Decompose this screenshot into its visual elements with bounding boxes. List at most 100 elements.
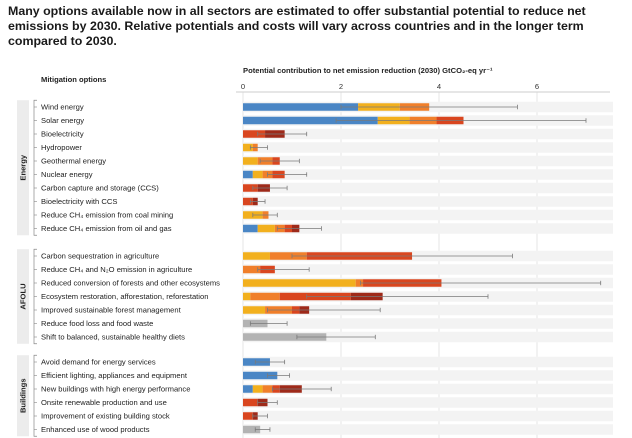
bar-segment-red [243, 197, 253, 206]
option-row: Solar energy [34, 115, 613, 126]
bar-segment-blue [243, 371, 278, 380]
bar-segment-blue [243, 385, 253, 393]
group-label: AFOLU [19, 283, 28, 310]
row-background [243, 155, 613, 167]
option-row: Ecosystem restoration, afforestation, re… [34, 291, 613, 302]
x-tick-label: 2 [339, 82, 343, 91]
headline: Many options available now in all sector… [8, 4, 586, 48]
group-bracket [33, 99, 37, 236]
option-row: Improvement of existing building stock [34, 410, 613, 422]
bar-segment-grey [243, 333, 327, 341]
option-row: Avoid demand for energy services [34, 356, 613, 368]
group-band [17, 249, 29, 344]
option-row: Reduce food loss and food waste [34, 318, 613, 329]
row-background [243, 209, 613, 221]
option-row: Shift to balanced, sustainable healthy d… [34, 331, 613, 343]
option-row: Bioelectricity [34, 128, 613, 140]
option-label: Efficient lighting, appliances and equip… [41, 371, 188, 380]
bar-segment-orange [355, 279, 364, 287]
row-background [243, 264, 613, 275]
row-background [243, 383, 613, 395]
group-label: Buildings [19, 378, 28, 413]
option-label: Carbon capture and storage (CCS) [41, 184, 159, 193]
option-label: Geothermal energy [41, 157, 106, 166]
group-bracket [33, 354, 37, 437]
column-header: Mitigation options [41, 75, 106, 84]
option-label: Shift to balanced, sustainable healthy d… [41, 333, 185, 342]
option-row: Onsite renewable production and use [34, 397, 613, 408]
option-label: Reduce CH₄ emission from coal mining [41, 211, 173, 220]
x-tick-label: 4 [437, 82, 441, 91]
row-background [243, 331, 613, 343]
option-row: New buildings with high energy performan… [34, 383, 613, 395]
bar-segment-blue [243, 116, 378, 125]
option-row: Hydropower [34, 142, 613, 153]
bar-segment-yellow [243, 252, 270, 260]
row-background [243, 304, 613, 316]
bar-segment-yellow [252, 385, 263, 393]
row-background [243, 397, 613, 408]
option-label: Avoid demand for energy services [41, 358, 156, 367]
option-row: Reduce CH₄ emission from coal mining [34, 209, 613, 221]
bar-segment-red [243, 184, 258, 192]
row-background [243, 128, 613, 140]
option-label: Reduce CH₄ emission from oil and gas [41, 224, 172, 233]
bar-segment-yellow [243, 143, 253, 152]
option-row: Improved sustainable forest management [34, 304, 613, 316]
option-row: Reduced conversion of forests and other … [34, 277, 613, 289]
bar-segment-yellow [243, 292, 251, 301]
x-tick-label: 6 [535, 82, 539, 91]
bar-segment-orange [262, 385, 273, 393]
groups: Energy Wind energy Solar energy Bioelectric… [17, 99, 613, 437]
bar-segment-red [243, 412, 253, 420]
option-label: Improved sustainable forest management [41, 306, 182, 315]
option-label: Solar energy [41, 116, 84, 125]
option-row: Bioelectricity with CCS [34, 196, 613, 207]
row-background [243, 356, 613, 368]
option-label: Bioelectricity [41, 130, 84, 139]
bar-segment-yellow [257, 224, 275, 233]
bar-segment-blue [243, 170, 253, 179]
bar-segment-red [243, 398, 258, 407]
group-energy: Energy Wind energy Solar energy Bioelectric… [17, 99, 613, 236]
row-background [243, 223, 613, 234]
bar-segment-red [243, 130, 266, 138]
option-label: Reduce CH₄ and N₂O emission in agricultu… [41, 265, 192, 274]
option-row: Efficient lighting, appliances and equip… [34, 370, 613, 381]
row-background [243, 410, 613, 422]
option-row: Reduce CH₄ and N₂O emission in agricultu… [34, 264, 613, 275]
bar-segment-yellow [243, 157, 258, 165]
option-row: Nuclear energy [34, 169, 613, 180]
bar-segment-blue [243, 224, 258, 233]
option-row: Reduce CH₄ emission from oil and gas [34, 223, 613, 234]
option-label: Improvement of existing building stock [41, 412, 170, 421]
row-background [243, 318, 613, 329]
bar-segment-yellow [243, 306, 266, 314]
group-buildings: Buildings Avoid demand for energy service… [17, 354, 613, 437]
option-label: Hydropower [41, 143, 82, 152]
option-label: Reduced conversion of forests and other … [41, 279, 220, 288]
bar-segment-orange [250, 292, 280, 301]
option-row: Wind energy [34, 101, 613, 113]
row-background [243, 142, 613, 153]
group-afolu: AFOLU Carbon sequestration in agriculture… [17, 248, 613, 345]
group-label: Energy [19, 154, 28, 181]
option-label: Onsite renewable production and use [41, 398, 167, 407]
option-label: Wind energy [41, 103, 84, 112]
option-row: Geothermal energy [34, 155, 613, 167]
x-tick-label: 0 [241, 82, 245, 91]
bar-segment-orange [243, 265, 261, 274]
option-row: Enhanced use of wood products [34, 424, 613, 435]
option-label: Carbon sequestration in agriculture [41, 252, 159, 261]
axis-title: Potential contribution to net emission r… [243, 66, 493, 75]
option-row: Carbon sequestration in agriculture [34, 250, 613, 262]
option-label: Ecosystem restoration, afforestation, re… [41, 292, 208, 301]
option-label: New buildings with high energy performan… [41, 385, 190, 394]
option-label: Enhanced use of wood products [41, 425, 150, 434]
option-label: Reduce food loss and food waste [41, 319, 153, 328]
bar-segment-orange [269, 252, 307, 260]
bar-segment-yellow [252, 170, 263, 179]
bar-segment-blue [243, 103, 359, 111]
option-row: Carbon capture and storage (CCS) [34, 182, 613, 194]
